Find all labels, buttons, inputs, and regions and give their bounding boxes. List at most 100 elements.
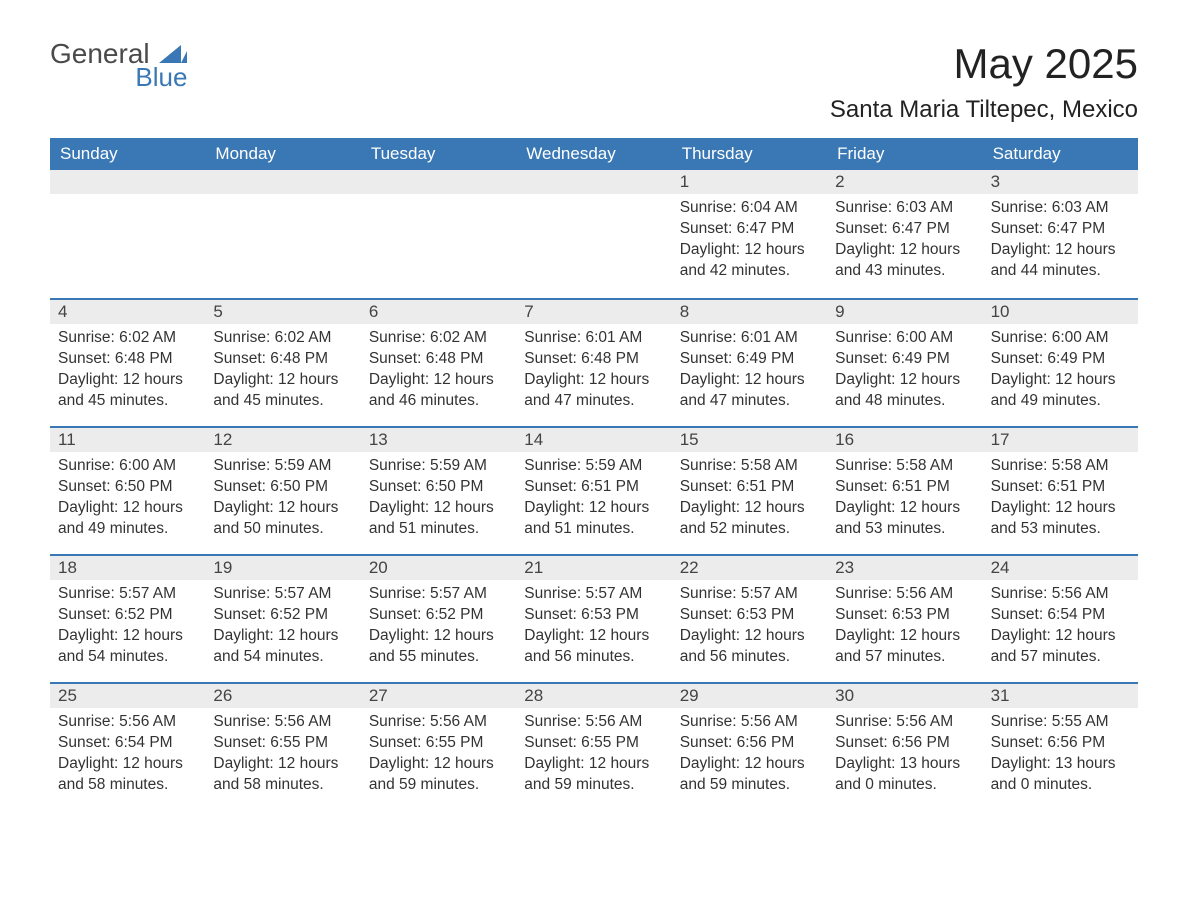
day-number: 28 (516, 684, 671, 708)
day-header-sun: Sunday (50, 138, 205, 170)
daylight-text: Daylight: 12 hours and 57 minutes. (835, 626, 974, 668)
cell-body: Sunrise: 5:59 AMSunset: 6:50 PMDaylight:… (361, 452, 516, 548)
calendar-cell: 7Sunrise: 6:01 AMSunset: 6:48 PMDaylight… (516, 300, 671, 426)
sunrise-text: Sunrise: 5:59 AM (369, 456, 508, 477)
sunset-text: Sunset: 6:51 PM (991, 477, 1130, 498)
sunset-text: Sunset: 6:53 PM (835, 605, 974, 626)
daylight-text: Daylight: 12 hours and 59 minutes. (369, 754, 508, 796)
day-headers: Sunday Monday Tuesday Wednesday Thursday… (50, 138, 1138, 170)
daylight-text: Daylight: 12 hours and 49 minutes. (991, 370, 1130, 412)
calendar-cell: 31Sunrise: 5:55 AMSunset: 6:56 PMDayligh… (983, 684, 1138, 810)
daylight-text: Daylight: 12 hours and 53 minutes. (991, 498, 1130, 540)
sunset-text: Sunset: 6:48 PM (524, 349, 663, 370)
calendar-cell: 26Sunrise: 5:56 AMSunset: 6:55 PMDayligh… (205, 684, 360, 810)
sunset-text: Sunset: 6:55 PM (213, 733, 352, 754)
cell-body: Sunrise: 5:57 AMSunset: 6:52 PMDaylight:… (205, 580, 360, 676)
day-number: 7 (516, 300, 671, 324)
cell-body: Sunrise: 6:04 AMSunset: 6:47 PMDaylight:… (672, 194, 827, 290)
sunrise-text: Sunrise: 5:57 AM (524, 584, 663, 605)
sunset-text: Sunset: 6:47 PM (991, 219, 1130, 240)
sunrise-text: Sunrise: 5:59 AM (524, 456, 663, 477)
sunrise-text: Sunrise: 5:56 AM (835, 584, 974, 605)
daylight-text: Daylight: 12 hours and 48 minutes. (835, 370, 974, 412)
daylight-text: Daylight: 12 hours and 52 minutes. (680, 498, 819, 540)
cell-body: Sunrise: 6:00 AMSunset: 6:49 PMDaylight:… (827, 324, 982, 420)
day-header-thu: Thursday (672, 138, 827, 170)
daylight-text: Daylight: 12 hours and 58 minutes. (213, 754, 352, 796)
sunset-text: Sunset: 6:50 PM (213, 477, 352, 498)
cell-body: Sunrise: 6:03 AMSunset: 6:47 PMDaylight:… (827, 194, 982, 290)
sunrise-text: Sunrise: 5:57 AM (58, 584, 197, 605)
sunset-text: Sunset: 6:54 PM (58, 733, 197, 754)
day-number (516, 170, 671, 194)
sunset-text: Sunset: 6:56 PM (680, 733, 819, 754)
day-number: 17 (983, 428, 1138, 452)
day-number: 21 (516, 556, 671, 580)
sunset-text: Sunset: 6:51 PM (835, 477, 974, 498)
sunrise-text: Sunrise: 5:56 AM (213, 712, 352, 733)
sunset-text: Sunset: 6:47 PM (835, 219, 974, 240)
daylight-text: Daylight: 12 hours and 51 minutes. (524, 498, 663, 540)
calendar-cell: 24Sunrise: 5:56 AMSunset: 6:54 PMDayligh… (983, 556, 1138, 682)
cell-body: Sunrise: 5:57 AMSunset: 6:53 PMDaylight:… (516, 580, 671, 676)
day-number: 18 (50, 556, 205, 580)
day-number: 1 (672, 170, 827, 194)
calendar-week: 25Sunrise: 5:56 AMSunset: 6:54 PMDayligh… (50, 682, 1138, 810)
sunrise-text: Sunrise: 5:55 AM (991, 712, 1130, 733)
daylight-text: Daylight: 12 hours and 58 minutes. (58, 754, 197, 796)
cell-body: Sunrise: 5:57 AMSunset: 6:52 PMDaylight:… (361, 580, 516, 676)
cell-body: Sunrise: 5:56 AMSunset: 6:55 PMDaylight:… (516, 708, 671, 804)
day-header-sat: Saturday (983, 138, 1138, 170)
calendar-cell (205, 170, 360, 298)
calendar-cell: 29Sunrise: 5:56 AMSunset: 6:56 PMDayligh… (672, 684, 827, 810)
daylight-text: Daylight: 12 hours and 56 minutes. (680, 626, 819, 668)
daylight-text: Daylight: 12 hours and 56 minutes. (524, 626, 663, 668)
day-number: 16 (827, 428, 982, 452)
sunrise-text: Sunrise: 6:04 AM (680, 198, 819, 219)
sunset-text: Sunset: 6:55 PM (369, 733, 508, 754)
sunset-text: Sunset: 6:48 PM (369, 349, 508, 370)
cell-body: Sunrise: 5:58 AMSunset: 6:51 PMDaylight:… (672, 452, 827, 548)
calendar-cell: 25Sunrise: 5:56 AMSunset: 6:54 PMDayligh… (50, 684, 205, 810)
cell-body: Sunrise: 6:00 AMSunset: 6:50 PMDaylight:… (50, 452, 205, 548)
sunrise-text: Sunrise: 5:56 AM (369, 712, 508, 733)
sunrise-text: Sunrise: 5:58 AM (835, 456, 974, 477)
calendar-cell: 6Sunrise: 6:02 AMSunset: 6:48 PMDaylight… (361, 300, 516, 426)
logo: General Blue (50, 40, 187, 90)
calendar-cell: 1Sunrise: 6:04 AMSunset: 6:47 PMDaylight… (672, 170, 827, 298)
day-number: 29 (672, 684, 827, 708)
sunrise-text: Sunrise: 5:57 AM (369, 584, 508, 605)
sunrise-text: Sunrise: 6:02 AM (213, 328, 352, 349)
daylight-text: Daylight: 12 hours and 54 minutes. (58, 626, 197, 668)
day-number: 23 (827, 556, 982, 580)
sunset-text: Sunset: 6:52 PM (369, 605, 508, 626)
location: Santa Maria Tiltepec, Mexico (830, 96, 1138, 124)
calendar-cell: 16Sunrise: 5:58 AMSunset: 6:51 PMDayligh… (827, 428, 982, 554)
day-number: 30 (827, 684, 982, 708)
day-header-tue: Tuesday (361, 138, 516, 170)
day-header-wed: Wednesday (516, 138, 671, 170)
daylight-text: Daylight: 12 hours and 47 minutes. (524, 370, 663, 412)
header: General Blue May 2025 Santa Maria Tiltep… (50, 40, 1138, 124)
day-number: 13 (361, 428, 516, 452)
daylight-text: Daylight: 12 hours and 49 minutes. (58, 498, 197, 540)
sunset-text: Sunset: 6:50 PM (369, 477, 508, 498)
calendar-cell: 11Sunrise: 6:00 AMSunset: 6:50 PMDayligh… (50, 428, 205, 554)
sunrise-text: Sunrise: 6:00 AM (991, 328, 1130, 349)
sunrise-text: Sunrise: 5:58 AM (991, 456, 1130, 477)
calendar-cell: 2Sunrise: 6:03 AMSunset: 6:47 PMDaylight… (827, 170, 982, 298)
day-number: 4 (50, 300, 205, 324)
weeks-container: 1Sunrise: 6:04 AMSunset: 6:47 PMDaylight… (50, 170, 1138, 810)
calendar-cell: 15Sunrise: 5:58 AMSunset: 6:51 PMDayligh… (672, 428, 827, 554)
cell-body: Sunrise: 6:02 AMSunset: 6:48 PMDaylight:… (50, 324, 205, 420)
sunset-text: Sunset: 6:52 PM (213, 605, 352, 626)
sunset-text: Sunset: 6:49 PM (835, 349, 974, 370)
logo-text: General Blue (50, 40, 187, 90)
calendar-cell: 21Sunrise: 5:57 AMSunset: 6:53 PMDayligh… (516, 556, 671, 682)
day-number: 27 (361, 684, 516, 708)
calendar-week: 1Sunrise: 6:04 AMSunset: 6:47 PMDaylight… (50, 170, 1138, 298)
calendar-cell: 14Sunrise: 5:59 AMSunset: 6:51 PMDayligh… (516, 428, 671, 554)
sunrise-text: Sunrise: 5:57 AM (680, 584, 819, 605)
sunset-text: Sunset: 6:56 PM (835, 733, 974, 754)
cell-body: Sunrise: 5:56 AMSunset: 6:56 PMDaylight:… (827, 708, 982, 804)
